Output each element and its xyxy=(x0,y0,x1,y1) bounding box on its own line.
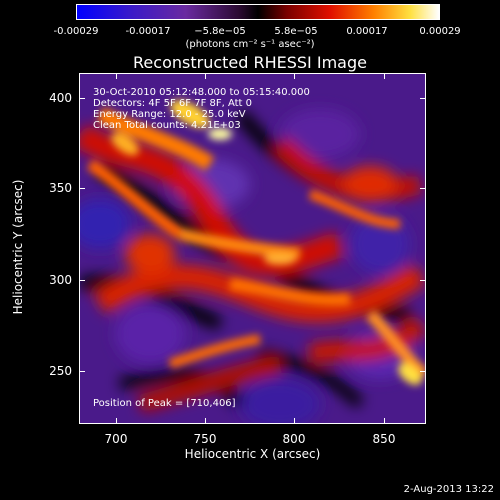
x-tick-mark xyxy=(116,418,117,424)
overlay-energy-range: Energy Range: 12.0 - 25.0 keV xyxy=(93,109,246,120)
x-tick-label: 750 xyxy=(193,432,217,446)
x-tick-label: 700 xyxy=(104,432,128,446)
y-tick-label: 300 xyxy=(49,273,72,287)
y-tick-label: 250 xyxy=(49,364,72,378)
x-tick-mark xyxy=(294,418,295,424)
timestamp-footer: 2-Aug-2013 13:22 xyxy=(403,484,494,495)
x-tick-mark xyxy=(384,418,385,424)
x-tick-mark xyxy=(294,73,295,79)
x-tick-mark xyxy=(205,73,206,79)
x-tick-mark xyxy=(205,418,206,424)
y-tick-mark xyxy=(420,188,426,189)
y-tick-mark xyxy=(79,188,85,189)
y-tick-mark xyxy=(79,98,85,99)
colorbar-tick: -0.00029 xyxy=(53,26,99,37)
overlay-detectors: Detectors: 4F 5F 6F 7F 8F, Att 0 xyxy=(93,98,253,109)
overlay-method: Clean Total counts: 4.21E+03 xyxy=(93,120,241,131)
x-tick-label: 800 xyxy=(282,432,306,446)
y-tick-label: 350 xyxy=(49,181,72,195)
colorbar-tick: 0.00029 xyxy=(419,26,461,37)
y-axis-label: Heliocentric Y (arcsec) xyxy=(11,179,25,315)
rhessi-image-canvas xyxy=(80,74,425,423)
y-tick-mark xyxy=(79,371,85,372)
y-tick-mark xyxy=(420,98,426,99)
y-tick-mark xyxy=(420,371,426,372)
colorbar-tick: 5.8e−05 xyxy=(274,26,318,37)
y-tick-mark xyxy=(79,280,85,281)
x-axis-label: Heliocentric X (arcsec) xyxy=(184,447,321,461)
overlay-peak-position: Position of Peak = [710,406] xyxy=(93,398,236,409)
x-tick-mark xyxy=(384,73,385,79)
x-tick-label: 850 xyxy=(372,432,396,446)
colorbar-tick: −5.8e−05 xyxy=(194,26,246,37)
colorbar-tick: -0.00017 xyxy=(125,26,171,37)
y-tick-label: 400 xyxy=(49,91,72,105)
colorbar-tick: 0.00017 xyxy=(346,26,388,37)
image-title: Reconstructed RHESSI Image xyxy=(133,53,367,72)
colorbar xyxy=(76,4,440,20)
overlay-time-range: 30-Oct-2010 05:12:48.000 to 05:15:40.000 xyxy=(93,87,310,98)
x-tick-mark xyxy=(116,73,117,79)
colorbar-units: (photons cm⁻² s⁻¹ asec⁻²) xyxy=(185,39,315,50)
rhessi-image: 30-Oct-2010 05:12:48.000 to 05:15:40.000… xyxy=(79,73,426,424)
y-tick-mark xyxy=(420,280,426,281)
